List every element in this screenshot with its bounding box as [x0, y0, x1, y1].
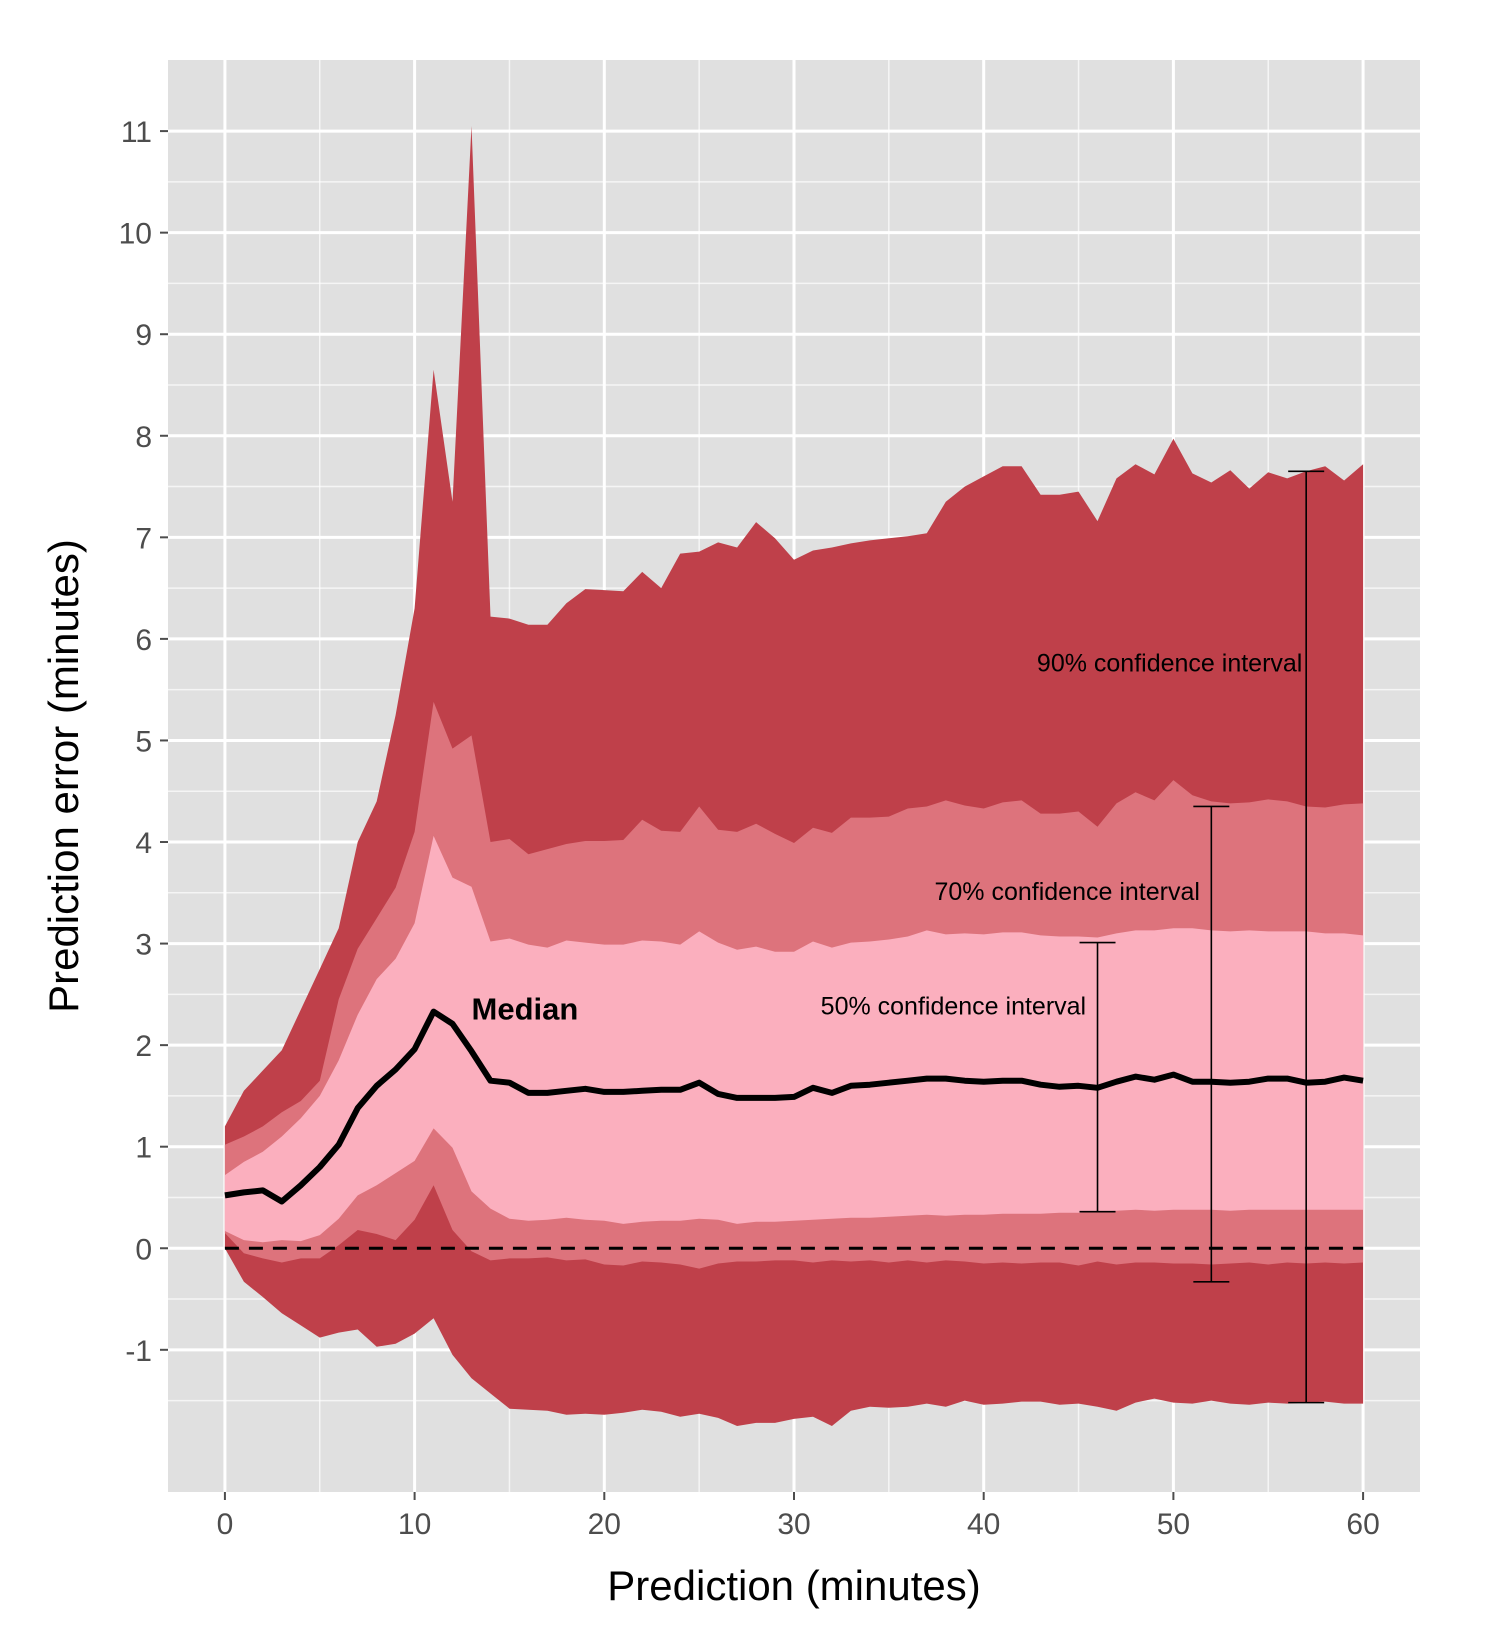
- y-tick-label: 4: [135, 827, 152, 860]
- y-tick-label: 1: [135, 1132, 152, 1165]
- y-tick-label: 6: [135, 624, 152, 657]
- y-tick-label: 10: [119, 218, 152, 251]
- x-tick-label: 10: [398, 1508, 431, 1541]
- y-tick-label: 3: [135, 929, 152, 962]
- confidence-bands: [224, 126, 1364, 1426]
- x-tick-label: 30: [777, 1508, 810, 1541]
- y-tick-label: 9: [135, 319, 152, 352]
- error-bars: [1079, 470, 1325, 1404]
- x-tick-label: 20: [588, 1508, 621, 1541]
- y-tick-label: 7: [135, 522, 152, 555]
- y-tick-label: 11: [121, 116, 152, 149]
- y-tick-label: 2: [135, 1030, 152, 1063]
- x-tick-label: 50: [1157, 1508, 1190, 1541]
- band-50-area: [224, 835, 1364, 1243]
- error-bar: [1193, 805, 1230, 1283]
- annotation-ci50: 50% confidence interval: [821, 993, 1086, 1021]
- annotations: Median 50% confidence interval 70% confide…: [472, 649, 1303, 1026]
- y-axis: -1 0 1 2 3 4 5 6 7 8 9 10 11: [119, 116, 168, 1368]
- y-tick-label: 0: [135, 1233, 152, 1266]
- y-tick-label: -1: [125, 1335, 152, 1368]
- x-tick-label: 60: [1346, 1508, 1379, 1541]
- median-line: [224, 1008, 1364, 1205]
- annotation-ci90: 90% confidence interval: [1037, 649, 1302, 677]
- y-tick-label: 8: [135, 421, 152, 454]
- annotation-ci70: 70% confidence interval: [934, 878, 1199, 906]
- error-bar: [1288, 470, 1325, 1404]
- error-bar: [1079, 941, 1116, 1213]
- median-line-group: [224, 1008, 1364, 1205]
- x-axis: 0 10 20 30 40 50 60: [217, 1492, 1380, 1541]
- annotation-median: Median: [472, 992, 579, 1027]
- y-axis-title: Prediction error (minutes): [40, 539, 87, 1013]
- x-tick-label: 0: [217, 1508, 234, 1541]
- x-tick-label: 40: [967, 1508, 1000, 1541]
- y-tick-label: 5: [135, 725, 152, 758]
- x-axis-title: Prediction (minutes): [607, 1562, 980, 1609]
